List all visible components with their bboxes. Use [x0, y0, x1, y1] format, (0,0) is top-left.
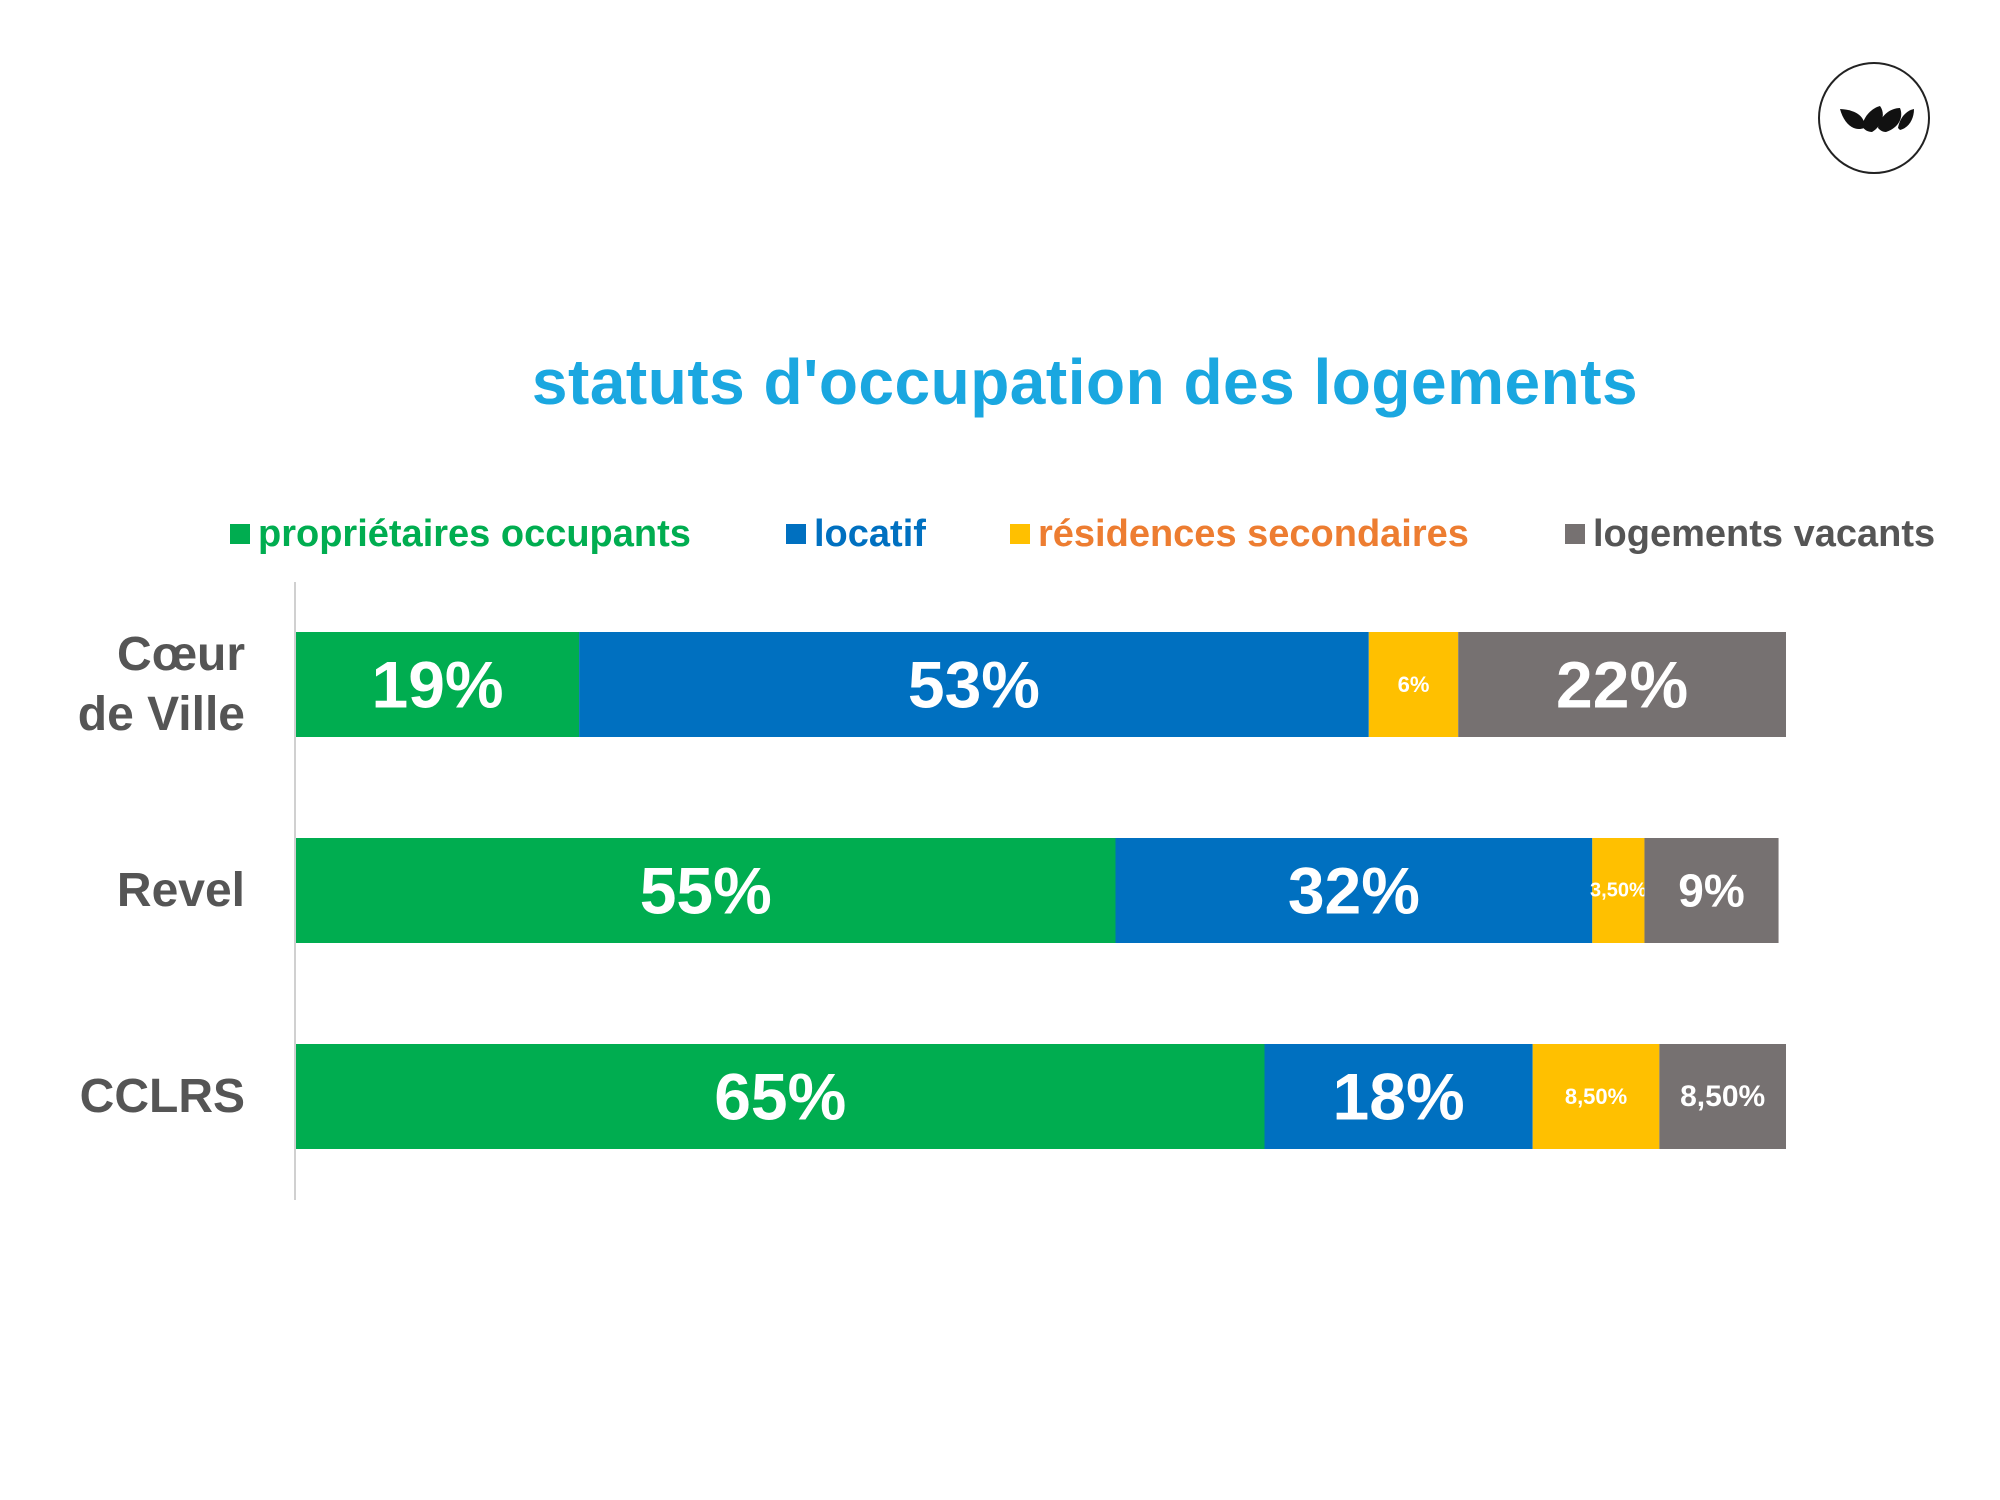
- legend-label: propriétaires occupants: [258, 512, 691, 555]
- bar-segment: [1644, 838, 1779, 943]
- brand-logo: [1818, 62, 1930, 174]
- data-label: 9%: [1678, 865, 1744, 917]
- legend-item: logements vacants: [1565, 510, 1935, 558]
- legend-swatch: [1010, 524, 1030, 544]
- chart-title: statuts d'occupation des logements: [531, 346, 1639, 418]
- legend-swatch: [786, 524, 806, 544]
- bar-segment: [296, 838, 1116, 943]
- bar-segment: [1264, 1044, 1533, 1149]
- category-label: Revel: [116, 863, 245, 917]
- legend-item: propriétaires occupants: [230, 510, 691, 558]
- data-label: 65%: [714, 1060, 846, 1134]
- leaf-petals-logo-icon: [1840, 106, 1914, 132]
- legend-item: résidences secondaires: [1010, 510, 1469, 558]
- bar-segment: [579, 632, 1369, 737]
- legend-swatch: [1565, 524, 1585, 544]
- data-label: 6%: [1398, 672, 1430, 697]
- bar-segment: [296, 632, 580, 737]
- legend-label: locatif: [814, 512, 926, 555]
- bar-segment: [1368, 632, 1459, 737]
- data-label: 8,50%: [1565, 1084, 1627, 1109]
- bar-segment: [1592, 838, 1645, 943]
- bar-segment: [1115, 838, 1593, 943]
- bar-segment: [1659, 1044, 1786, 1149]
- legend-swatch: [230, 524, 250, 544]
- data-label: 18%: [1333, 1060, 1465, 1134]
- bar-segment: [296, 1044, 1265, 1149]
- data-label: 8,50%: [1680, 1080, 1765, 1113]
- data-label: 22%: [1556, 648, 1688, 722]
- data-label: 19%: [371, 648, 503, 722]
- category-label: Cœur de Ville: [77, 627, 245, 741]
- data-label: 32%: [1288, 854, 1420, 928]
- legend-label: résidences secondaires: [1038, 512, 1469, 555]
- data-label: 3,50%: [1590, 880, 1647, 902]
- category-label: CCLRS: [79, 1069, 245, 1123]
- bar-segment: [1458, 632, 1786, 737]
- legend-label: logements vacants: [1593, 512, 1936, 555]
- data-label: 53%: [908, 648, 1040, 722]
- bar-segment: [1532, 1044, 1660, 1149]
- category-axis-line: [294, 582, 296, 1200]
- data-label: 55%: [640, 854, 772, 928]
- legend-item: locatif: [786, 510, 926, 558]
